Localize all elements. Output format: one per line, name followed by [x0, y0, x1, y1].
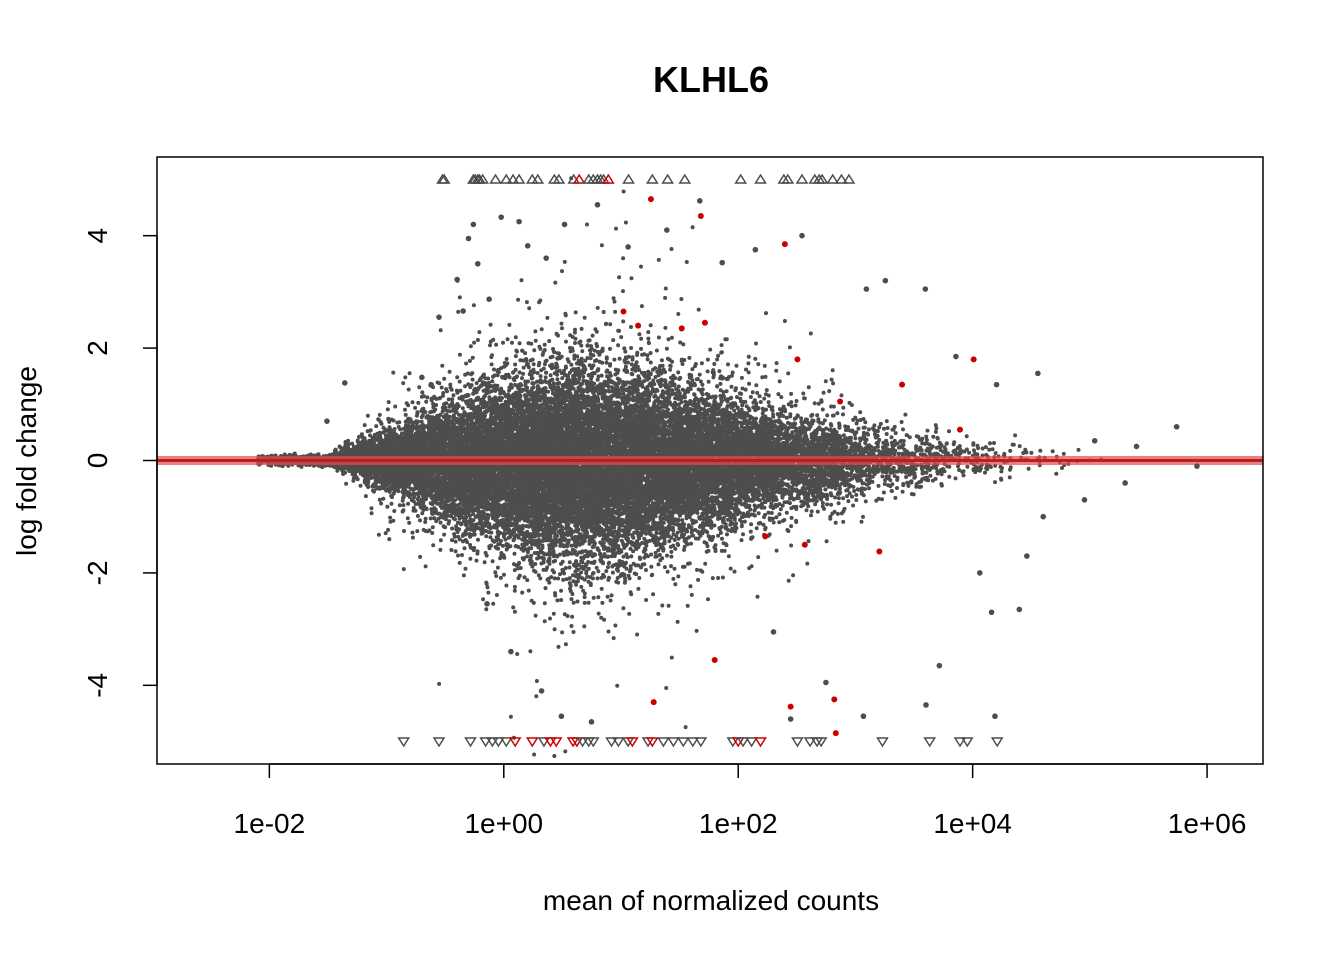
significant-point: [833, 730, 839, 736]
data-point: [589, 719, 595, 725]
y-tick-label: 0: [82, 453, 113, 469]
x-axis-label: mean of normalized counts: [543, 885, 879, 916]
data-point: [923, 702, 929, 708]
data-point: [436, 314, 442, 320]
data-point: [342, 380, 348, 386]
data-point: [486, 296, 492, 302]
x-tick-label: 1e-02: [234, 808, 306, 839]
data-point: [454, 277, 460, 283]
significant-point: [899, 382, 905, 388]
data-point: [923, 286, 929, 292]
y-axis-label: log fold change: [11, 366, 42, 556]
x-tick-label: 1e+06: [1168, 808, 1247, 839]
significant-point: [782, 241, 788, 247]
data-point: [1040, 514, 1046, 520]
chart-title: KLHL6: [653, 59, 769, 100]
significant-point: [802, 542, 808, 548]
data-point: [992, 713, 998, 719]
data-point: [562, 222, 568, 228]
data-point: [428, 382, 434, 388]
data-point: [559, 713, 565, 719]
data-point: [753, 247, 759, 253]
data-point: [697, 198, 703, 204]
data-point: [1024, 553, 1030, 559]
data-point: [516, 219, 522, 225]
data-point: [994, 382, 1000, 388]
data-point: [1174, 424, 1180, 430]
x-tick-label: 1e+00: [464, 808, 543, 839]
significant-point: [837, 398, 843, 404]
data-point: [953, 354, 959, 360]
data-point: [937, 663, 943, 669]
data-point: [1092, 438, 1098, 444]
data-point: [471, 222, 477, 228]
data-point: [539, 688, 545, 694]
data-point: [525, 243, 531, 249]
data-point: [466, 236, 472, 242]
x-tick-label: 1e+02: [699, 808, 778, 839]
significant-point: [971, 356, 977, 362]
data-point: [719, 260, 725, 266]
data-point: [440, 514, 446, 520]
significant-point: [957, 427, 963, 433]
significant-point: [679, 325, 685, 331]
data-point: [864, 286, 870, 292]
data-point: [498, 214, 504, 220]
y-tick-label: 2: [82, 340, 113, 356]
data-point: [508, 649, 514, 655]
significant-point: [651, 699, 657, 705]
significant-point: [712, 657, 718, 663]
y-tick-label: -2: [82, 560, 113, 585]
data-point: [625, 244, 631, 250]
data-point: [799, 233, 805, 239]
data-point: [883, 278, 889, 284]
significant-point: [794, 356, 800, 362]
data-point: [595, 202, 601, 208]
data-point: [664, 227, 670, 233]
data-point: [788, 716, 794, 722]
significant-point: [620, 309, 626, 315]
significant-point: [635, 323, 641, 329]
y-tick-label: -4: [82, 673, 113, 698]
data-point: [1035, 371, 1041, 377]
data-point: [1082, 497, 1088, 503]
y-tick-label: 4: [82, 228, 113, 244]
data-point: [1122, 480, 1128, 486]
data-point: [771, 629, 777, 635]
data-point: [823, 680, 829, 686]
data-point: [543, 255, 549, 261]
data-point: [324, 418, 330, 424]
data-point: [1016, 607, 1022, 613]
significant-point: [831, 696, 837, 702]
data-point: [977, 570, 983, 576]
significant-point: [876, 549, 882, 555]
x-tick-label: 1e+04: [933, 808, 1012, 839]
significant-point: [698, 213, 704, 219]
data-point: [419, 375, 425, 381]
data-point: [989, 609, 995, 615]
data-point: [1194, 463, 1200, 469]
data-point: [475, 261, 481, 267]
significant-point: [762, 533, 768, 539]
data-point: [484, 601, 490, 607]
data-point: [1134, 444, 1140, 450]
significant-point: [788, 704, 794, 710]
data-point: [460, 308, 466, 314]
significant-point: [648, 196, 654, 202]
data-point: [861, 713, 867, 719]
significant-point: [702, 320, 708, 326]
